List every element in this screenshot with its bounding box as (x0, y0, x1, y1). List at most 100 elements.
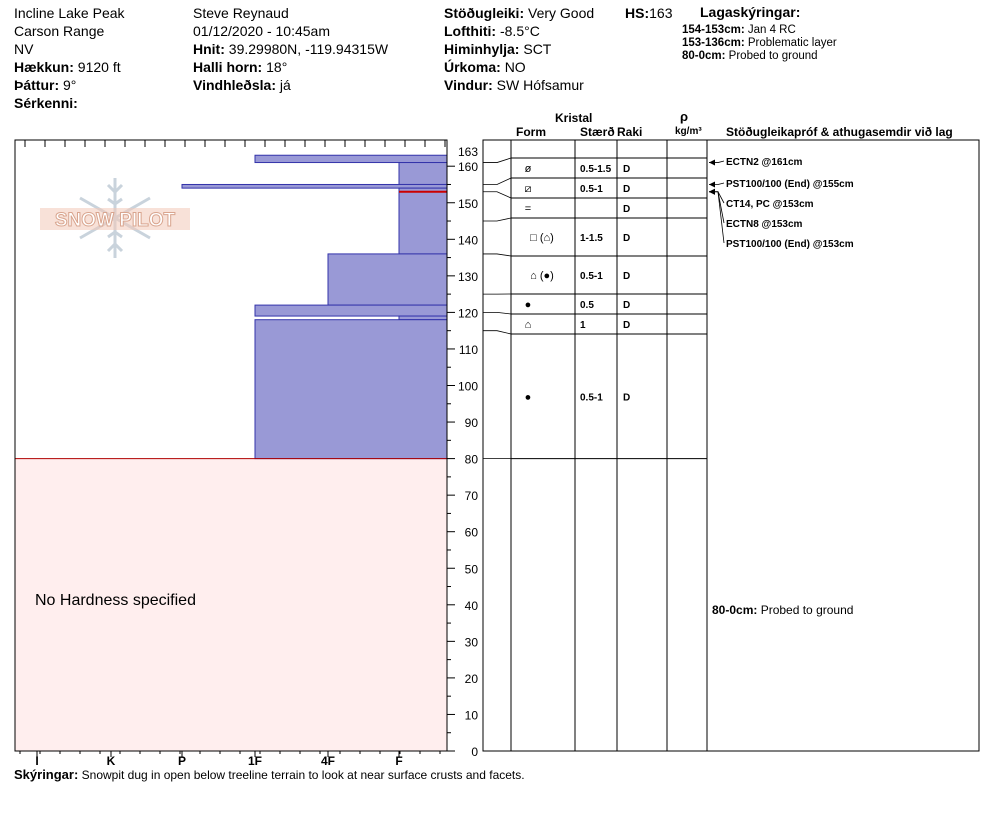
layer-connector (483, 330, 512, 335)
location: Incline Lake Peak (14, 5, 125, 21)
hardness-layer (327, 253, 448, 306)
density-unit-header: kg/m³ (675, 126, 702, 137)
crystal-size: 0.5-1 (580, 271, 603, 282)
layer-connector (483, 157, 512, 163)
stability-test: PST100/100 (End) @153cm (726, 239, 854, 250)
crystal-form: ø (525, 163, 532, 175)
stability-test: ECTN2 @161cm (726, 157, 803, 168)
legend-title: Lagaskýringar: (700, 4, 801, 20)
crystal-form: ● (525, 391, 532, 403)
depth-tick-label: 80 (465, 453, 479, 467)
no-hardness-label: No Hardness specified (35, 592, 196, 609)
air-temp-value: -8.5°C (499, 23, 540, 39)
range: Carson Range (14, 23, 105, 39)
coords-row: Hnit: 39.29980N, -119.94315W (193, 41, 389, 57)
hardness-layer (254, 319, 448, 460)
conditions-info: Stöðugleiki: Very Good Lofthiti: -8.5°C … (444, 4, 594, 94)
crystal-size: 0.5-1 (580, 392, 603, 403)
hardness-layer (398, 315, 448, 321)
crystal-size: 0.5-1.5 (580, 164, 612, 175)
crystal-header: Kristal (555, 111, 592, 125)
legend-item: 154-153cm: Jan 4 RC (682, 24, 796, 36)
elevation-value: 9120 ft (77, 59, 121, 75)
depth-tick-label: 120 (458, 306, 478, 320)
comments: Skýringar: Snowpit dug in open below tre… (14, 767, 525, 782)
moisture-header: Raki (617, 125, 642, 139)
observer-name: Steve Reynaud (193, 5, 289, 21)
state: NV (14, 41, 34, 57)
crystal-form: ⧄ (525, 183, 532, 195)
sky-value: SCT (523, 41, 552, 57)
moisture-value: D (623, 204, 630, 215)
features-row: Sérkenni: (14, 95, 78, 111)
layer-connector (483, 217, 512, 222)
hardness-tick-label: K (107, 754, 116, 768)
stability-test: PST100/100 (End) @155cm (726, 179, 854, 190)
wind-loading-value: já (279, 77, 291, 93)
legend-item: 80-0cm: Probed to ground (682, 50, 818, 62)
stability-tests: ECTN2 @161cm PST100/100 (End) @155cm CT14,… (709, 157, 854, 617)
site-info: Incline Lake Peak Carson Range NV Hækkun… (14, 4, 125, 112)
no-hardness-region (15, 458, 447, 751)
probe-note: 80-0cm: Probed to ground (712, 603, 853, 617)
moisture-value: D (623, 320, 630, 331)
crystal-size: 0.5 (580, 300, 594, 311)
rho-header: ρ (680, 109, 688, 124)
test-arrow (709, 181, 715, 188)
crystal-size: 1 (580, 320, 586, 331)
crystal-form: ● (525, 299, 532, 311)
size-header: Stærð (580, 125, 615, 139)
hardness-layer (254, 304, 448, 317)
crystal-form: □ (⌂) (530, 232, 554, 244)
crystal-form: = (525, 203, 531, 215)
air-temp-row: Lofthiti: -8.5°C (444, 23, 540, 39)
test-connector (709, 191, 725, 204)
slope-value: 18° (266, 59, 288, 75)
hardness-tick-label: 4F (321, 754, 335, 768)
depth-tick-label: 90 (465, 416, 479, 430)
aspect-row: Þáttur: 9° (14, 77, 77, 93)
depth-tick-label: 30 (465, 635, 479, 649)
comment-label: Skýringar: (14, 767, 79, 782)
stability-value: Very Good (528, 5, 595, 21)
wind-row: Vindur: SW Hófsamur (444, 77, 584, 93)
no-hardness-area (15, 458, 447, 751)
sky-row: Himinhylja: SCT (444, 41, 552, 57)
moisture-value: D (623, 164, 630, 175)
precip-value: NO (504, 59, 526, 75)
hs-label: HS: (625, 5, 650, 21)
hardness-layer (254, 154, 448, 164)
observation-datetime: 01/12/2020 - 10:45am (193, 23, 330, 39)
depth-tick-label: 40 (465, 599, 479, 613)
aspect-value: 9° (63, 77, 77, 93)
depth-tick-label: 100 (458, 380, 478, 394)
observer-info: Steve Reynaud 01/12/2020 - 10:45am Hnit:… (193, 4, 388, 94)
wind-value: SW Hófsamur (496, 77, 584, 93)
test-connector (709, 191, 725, 224)
test-arrow (709, 159, 715, 166)
table-frame (482, 139, 980, 752)
depth-tick-label: 140 (458, 233, 478, 247)
depth-tick-label: 70 (465, 489, 479, 503)
snowpilot-logo: SNOW PILOT (40, 176, 190, 260)
moisture-value: D (623, 233, 630, 244)
wind-loading-row: Vindhleðsla: já (193, 77, 291, 93)
hs-info: HS:163 (625, 4, 672, 22)
layer-connector (483, 191, 512, 199)
depth-tick-label: 10 (465, 708, 479, 722)
comment-text: Snowpit dug in open below treeline terra… (81, 768, 525, 782)
crystal-table: ø 0.5-1.5 D ⧄ 0.5-1 D = D □ (⌂) 1-1.5 D ⌂ (●) 0.5-1 D… (482, 139, 980, 752)
layer-connector (483, 311, 512, 315)
hardness-tick-label: P (178, 754, 186, 768)
depth-tick-label: 130 (458, 270, 478, 284)
logo-text: SNOW PILOT (55, 210, 176, 231)
moisture-value: D (623, 300, 630, 311)
crystal-form: ⌂ (525, 319, 532, 331)
test-arrow (709, 188, 715, 195)
coords-value: 39.29980N, -119.94315W (228, 41, 389, 57)
hs-value: 163 (649, 5, 673, 21)
depth-tick-label: 60 (465, 526, 479, 540)
crystal-size: 1-1.5 (580, 233, 603, 244)
crystal-size: 0.5-1 (580, 184, 603, 195)
hardness-tick-label: F (395, 754, 402, 768)
